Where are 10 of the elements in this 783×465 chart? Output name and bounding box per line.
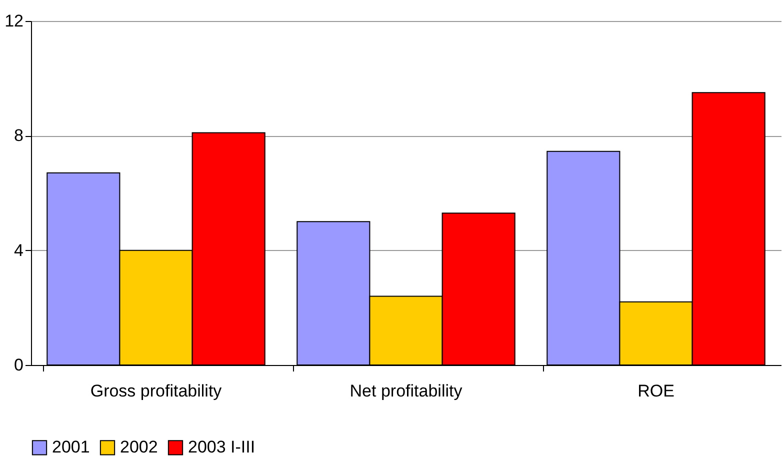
x-tick-label: Net profitability — [350, 382, 463, 400]
y-tick-label: 4 — [14, 240, 24, 260]
legend-label: 2001 — [52, 438, 90, 457]
x-tick-label: ROE — [638, 382, 674, 400]
y-tick-label: 8 — [14, 126, 24, 146]
legend-label: 2002 — [120, 438, 158, 457]
legend-label: 2003 I-III — [188, 438, 256, 457]
y-tick-label: 12 — [4, 12, 24, 30]
y-tick-label: 0 — [14, 356, 24, 374]
x-tick-label: Gross profitability — [90, 382, 222, 400]
